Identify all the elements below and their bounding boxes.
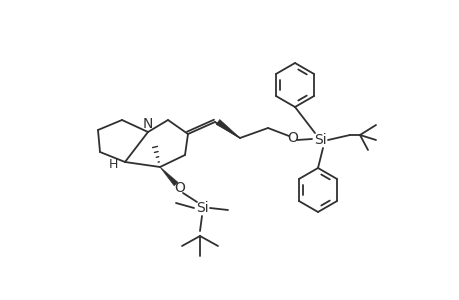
Polygon shape	[160, 167, 178, 186]
Text: H: H	[108, 158, 118, 170]
Text: Si: Si	[195, 201, 208, 215]
Text: O: O	[287, 131, 298, 145]
Text: Si: Si	[313, 133, 325, 147]
Text: O: O	[174, 181, 185, 195]
Polygon shape	[216, 120, 240, 138]
Text: N: N	[142, 117, 153, 131]
